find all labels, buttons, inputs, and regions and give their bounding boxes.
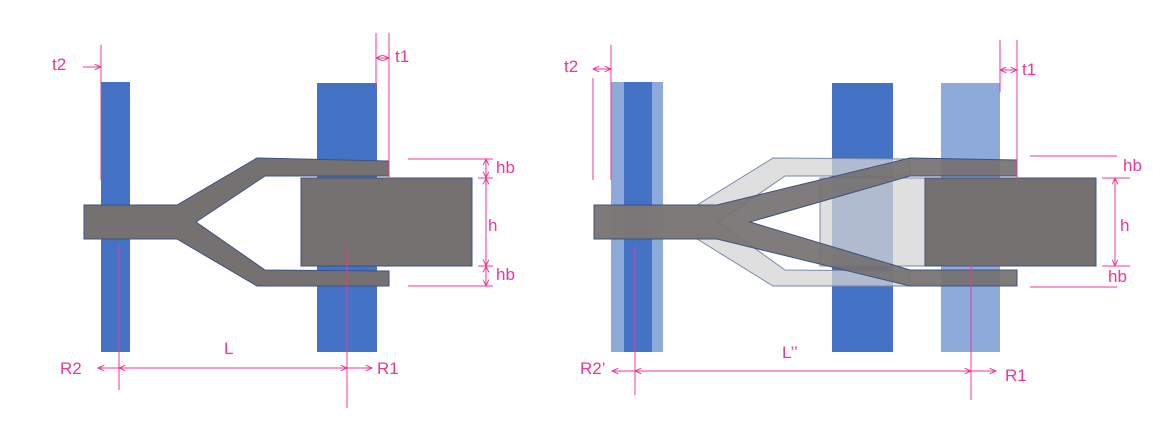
- right-label-t1: t1: [1022, 60, 1036, 79]
- left-label-R2: R2: [60, 359, 82, 378]
- right-label-hb-top: hb: [1123, 156, 1142, 175]
- right-label-h: h: [1120, 216, 1129, 235]
- right-body-block: [924, 177, 1097, 267]
- left-label-t1: t1: [395, 47, 409, 66]
- left-label-L: L: [224, 339, 233, 358]
- left-label-hb-bottom: hb: [496, 265, 515, 284]
- right-label-L: L’’: [782, 343, 798, 362]
- right-label-R2: R2’: [580, 359, 606, 378]
- left-label-h: h: [488, 216, 497, 235]
- right-panel: t2 t1 hb h hb L’’ R2’ R1: [564, 40, 1142, 400]
- left-label-hb-top: hb: [496, 158, 515, 177]
- right-gripper-shape: [593, 157, 1018, 287]
- left-gripper-shape: [83, 157, 390, 287]
- left-label-R1: R1: [377, 359, 399, 378]
- right-label-R1: R1: [1005, 366, 1027, 385]
- left-label-t2: t2: [52, 55, 66, 74]
- left-body-block: [300, 177, 473, 267]
- left-panel: t2 t1 hb h hb L R2 R1: [52, 33, 515, 408]
- right-label-t2: t2: [564, 57, 578, 76]
- right-label-hb-bottom: hb: [1108, 267, 1127, 286]
